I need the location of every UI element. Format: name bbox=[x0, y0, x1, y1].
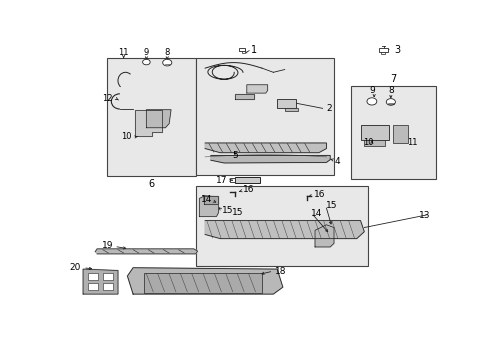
Bar bbox=[350, 86, 435, 179]
Circle shape bbox=[386, 99, 395, 105]
Polygon shape bbox=[83, 269, 118, 294]
Text: 13: 13 bbox=[418, 211, 430, 220]
Text: 18: 18 bbox=[275, 266, 286, 275]
Polygon shape bbox=[127, 268, 282, 294]
Bar bbox=[102, 283, 113, 290]
Text: 16: 16 bbox=[313, 190, 325, 199]
Bar bbox=[392, 125, 407, 143]
Polygon shape bbox=[95, 249, 197, 254]
Text: 9: 9 bbox=[143, 48, 149, 57]
Text: 1: 1 bbox=[250, 45, 256, 55]
Text: 15: 15 bbox=[326, 201, 337, 210]
Circle shape bbox=[163, 59, 171, 66]
Text: 11: 11 bbox=[406, 138, 416, 147]
Text: 11: 11 bbox=[118, 48, 129, 57]
Polygon shape bbox=[235, 94, 254, 99]
Text: 12: 12 bbox=[102, 94, 112, 103]
Text: 14: 14 bbox=[311, 209, 322, 218]
Text: 10: 10 bbox=[362, 138, 372, 147]
Polygon shape bbox=[199, 195, 218, 216]
Text: 8: 8 bbox=[387, 86, 393, 95]
Bar bbox=[102, 273, 113, 280]
Text: 9: 9 bbox=[368, 86, 374, 95]
Text: 19: 19 bbox=[102, 240, 113, 249]
Text: 10: 10 bbox=[121, 132, 131, 141]
Text: 16: 16 bbox=[243, 185, 254, 194]
Text: 2: 2 bbox=[326, 104, 331, 113]
Polygon shape bbox=[210, 156, 329, 163]
Text: 15: 15 bbox=[222, 206, 233, 215]
Text: 5: 5 bbox=[232, 151, 238, 160]
Polygon shape bbox=[205, 143, 326, 153]
Polygon shape bbox=[146, 110, 171, 128]
Bar bbox=[360, 125, 388, 140]
Text: 8: 8 bbox=[164, 48, 169, 57]
Bar bbox=[229, 178, 235, 181]
Polygon shape bbox=[314, 225, 333, 247]
Polygon shape bbox=[246, 85, 267, 93]
Polygon shape bbox=[135, 110, 161, 136]
Text: 7: 7 bbox=[389, 74, 396, 84]
Bar bbox=[144, 273, 262, 293]
Text: 14: 14 bbox=[200, 195, 211, 204]
Bar bbox=[241, 51, 244, 53]
Bar bbox=[239, 48, 244, 51]
Bar bbox=[195, 58, 333, 175]
Bar bbox=[379, 48, 387, 51]
Bar bbox=[277, 99, 296, 108]
Text: 20: 20 bbox=[69, 263, 81, 272]
Bar bbox=[106, 58, 195, 176]
Bar bbox=[87, 273, 98, 280]
Bar bbox=[381, 51, 385, 54]
Bar bbox=[284, 108, 297, 111]
Polygon shape bbox=[205, 221, 364, 239]
Text: 15: 15 bbox=[231, 208, 243, 217]
Text: 17: 17 bbox=[215, 176, 226, 185]
Text: 4: 4 bbox=[334, 157, 340, 166]
Bar bbox=[87, 283, 98, 290]
Bar bbox=[235, 177, 260, 183]
Circle shape bbox=[366, 98, 376, 105]
Text: 6: 6 bbox=[147, 179, 154, 189]
Circle shape bbox=[142, 59, 150, 65]
Bar bbox=[364, 140, 385, 146]
Bar bbox=[195, 186, 367, 266]
Text: 3: 3 bbox=[394, 45, 400, 55]
Polygon shape bbox=[204, 195, 218, 204]
